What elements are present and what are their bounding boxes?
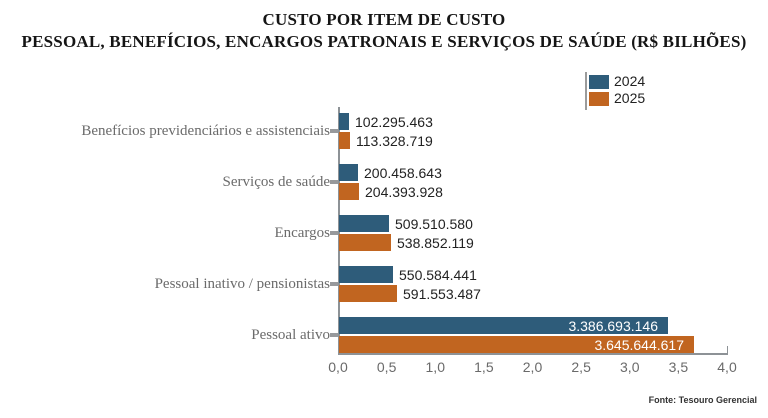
x-tick-0 (337, 346, 339, 353)
bar-2025-0 (339, 132, 350, 149)
category-label-3: Pessoal inativo / pensionistas (154, 276, 330, 292)
x-tick-label-0: 0,0 (328, 359, 348, 375)
legend-label-2025: 2025 (614, 90, 646, 106)
bar-value-2024-3: 550.584.441 (399, 267, 477, 283)
bar-value-2025-3: 591.553.487 (403, 286, 481, 302)
chart-title-line1: CUSTO POR ITEM DE CUSTO (262, 10, 506, 29)
y-axis-line (338, 107, 340, 353)
x-tick-label-6: 3,0 (620, 359, 640, 375)
legend-swatch-2024 (589, 75, 609, 89)
x-tick-label-3: 1,5 (474, 359, 494, 375)
x-tick-label-1: 0,5 (376, 359, 397, 375)
bar-value-2024-0: 102.295.463 (355, 114, 433, 130)
bar-2025-4 (339, 336, 694, 353)
bar-2024-0 (339, 113, 349, 130)
chart-title-line2: PESSOAL, BENEFÍCIOS, ENCARGOS PATRONAIS … (21, 32, 747, 51)
bar-value-2024-4: 3.386.693.146 (568, 318, 658, 334)
bar-value-2025-4: 3.645.644.617 (594, 337, 684, 353)
legend-divider (585, 72, 587, 110)
bar-2025-1 (339, 183, 359, 200)
category-tick-2 (330, 231, 338, 235)
x-tick-label-8: 4,0 (717, 359, 737, 375)
bar-2024-1 (339, 164, 358, 181)
category-tick-3 (330, 282, 338, 286)
bar-value-2024-2: 509.510.580 (395, 216, 473, 232)
source-note: Fonte: Tesouro Gerencial (648, 395, 757, 405)
category-label-1: Serviços de saúde (222, 174, 330, 190)
legend-swatch-2025 (589, 92, 609, 106)
legend-label-2024: 2024 (614, 73, 646, 89)
x-tick-8 (726, 346, 728, 353)
x-tick-label-4: 2,0 (522, 359, 543, 375)
bar-value-2024-1: 200.458.643 (364, 165, 442, 181)
category-tick-0 (330, 129, 338, 133)
bar-value-2025-0: 113.328.719 (356, 133, 433, 149)
x-tick-label-5: 2,5 (571, 359, 591, 375)
bar-value-2025-1: 204.393.928 (365, 184, 443, 200)
bar-2024-2 (339, 215, 389, 232)
category-label-0: Benefícios previdenciários e assistencia… (81, 123, 330, 139)
category-label-4: Pessoal ativo (251, 327, 330, 343)
bar-2024-4 (339, 317, 668, 334)
category-tick-1 (330, 180, 338, 184)
legend: 2024 2025 (585, 72, 675, 114)
category-label-2: Encargos (274, 225, 330, 241)
category-tick-4 (330, 333, 338, 337)
bar-2024-3 (339, 266, 393, 283)
bar-2025-3 (339, 285, 397, 302)
bar-2025-2 (339, 234, 391, 251)
x-tick-label-2: 1,0 (425, 359, 445, 375)
x-tick-label-7: 3,5 (668, 359, 689, 375)
chart-title: CUSTO POR ITEM DE CUSTO PESSOAL, BENEFÍC… (0, 9, 768, 53)
bar-value-2025-2: 538.852.119 (397, 235, 474, 251)
x-axis-line (338, 353, 728, 355)
